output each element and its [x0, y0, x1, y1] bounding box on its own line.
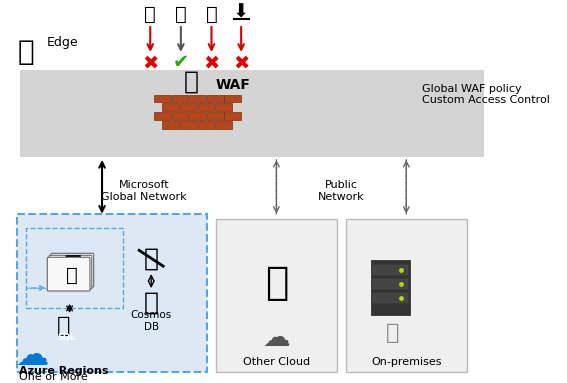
- Text: 🗄: 🗄: [56, 316, 70, 336]
- Text: 🌐: 🌐: [18, 38, 34, 66]
- Bar: [225, 112, 241, 120]
- Text: Public
Network: Public Network: [318, 180, 365, 201]
- Text: Other Cloud: Other Cloud: [243, 357, 310, 367]
- Text: One or More: One or More: [19, 372, 87, 382]
- Text: ☁: ☁: [16, 339, 49, 372]
- Bar: [16, 214, 207, 372]
- Text: 🌐: 🌐: [143, 246, 159, 270]
- Text: ✖: ✖: [204, 53, 219, 72]
- Text: ☁: ☁: [263, 324, 290, 352]
- Text: Azure Regions: Azure Regions: [19, 367, 108, 376]
- Text: 🌐: 🌐: [184, 70, 198, 93]
- Text: ⬇: ⬇: [233, 3, 249, 22]
- Bar: [162, 121, 179, 129]
- Bar: [154, 112, 171, 120]
- Bar: [215, 103, 232, 111]
- Bar: [207, 95, 223, 103]
- FancyBboxPatch shape: [49, 255, 92, 289]
- Text: Cosmos
DB: Cosmos DB: [130, 310, 172, 332]
- Bar: [189, 95, 206, 103]
- Text: ✔: ✔: [173, 53, 189, 72]
- Text: 🧍: 🧍: [206, 5, 217, 24]
- Text: 🏢: 🏢: [386, 323, 399, 343]
- Text: 👥: 👥: [175, 5, 187, 24]
- Bar: [180, 121, 197, 129]
- Bar: [180, 103, 197, 111]
- Text: Microsoft
Global Network: Microsoft Global Network: [101, 180, 187, 201]
- FancyBboxPatch shape: [47, 257, 90, 291]
- Bar: [215, 121, 232, 129]
- Text: ✖: ✖: [142, 53, 158, 72]
- Bar: [207, 112, 223, 120]
- Text: On-premises: On-premises: [371, 357, 442, 367]
- Bar: [216, 219, 337, 372]
- Bar: [154, 95, 171, 103]
- Text: 🔒: 🔒: [66, 266, 78, 285]
- Bar: [225, 95, 241, 103]
- Bar: [162, 103, 179, 111]
- Bar: [373, 265, 408, 275]
- Bar: [373, 279, 408, 289]
- Bar: [371, 260, 410, 315]
- Bar: [20, 70, 484, 157]
- Text: 🪐: 🪐: [143, 291, 159, 315]
- Bar: [172, 112, 188, 120]
- Text: Global WAF policy
Custom Access Control: Global WAF policy Custom Access Control: [422, 84, 550, 105]
- Bar: [26, 229, 124, 308]
- FancyBboxPatch shape: [51, 253, 94, 287]
- Text: 🤖: 🤖: [145, 5, 156, 24]
- Bar: [197, 103, 214, 111]
- Text: WAF: WAF: [215, 78, 250, 92]
- Bar: [189, 112, 206, 120]
- Bar: [172, 95, 188, 103]
- Bar: [346, 219, 467, 372]
- Bar: [373, 293, 408, 303]
- Bar: [197, 121, 214, 129]
- Text: Edge: Edge: [46, 36, 78, 49]
- Text: 🖥: 🖥: [64, 254, 82, 283]
- Text: SQL: SQL: [58, 333, 76, 342]
- Text: ✖: ✖: [233, 53, 249, 72]
- Text: 🌍: 🌍: [265, 264, 288, 302]
